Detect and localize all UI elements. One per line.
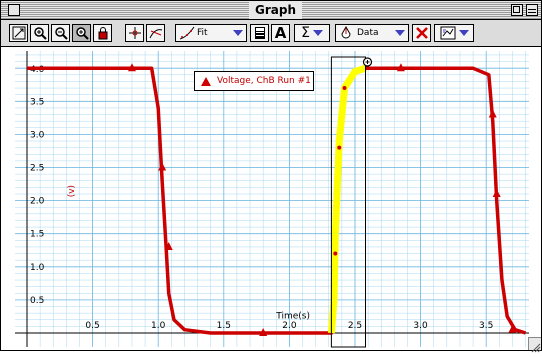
data-point-marker (488, 109, 497, 118)
title-bar[interactable]: Graph (1, 1, 541, 20)
data-label: Data (357, 28, 379, 38)
close-box[interactable] (8, 4, 20, 16)
selected-data-highlight (327, 64, 367, 334)
data-point-marker (508, 324, 517, 333)
y-tick-label: 1.5 (30, 230, 44, 240)
fit-label: Fit (197, 28, 208, 38)
y-tick-label: 1.0 (30, 263, 45, 273)
y-tick-label: 4.0 (30, 65, 45, 75)
legend-box[interactable]: Voltage, ChB Run #1 (194, 71, 314, 91)
crosshair-icon (128, 27, 141, 39)
plot-area[interactable]: 0.5 1.0 1.5 2.0 2.5 3.0 3.5 0.5 1.0 1.5 2.0 2.5 3.0 3… (1, 47, 541, 353)
y-tick-label: 3.0 (30, 130, 45, 140)
zoom-out-button[interactable] (51, 24, 70, 42)
curve-fit-icon (179, 26, 195, 40)
selection-box (330, 56, 366, 348)
tangent-icon (149, 29, 162, 39)
x-tick-label: 1.5 (217, 321, 231, 331)
triangle-marker-icon (201, 76, 211, 86)
chevron-down-icon (312, 30, 323, 36)
data-dropdown[interactable]: Data (335, 24, 409, 42)
magnifier-plus-icon (33, 27, 47, 40)
data-point-marker (259, 328, 268, 336)
zoom-in-button[interactable] (30, 24, 49, 42)
tangent-button[interactable] (146, 24, 165, 42)
x-tick-label: 0.5 (85, 321, 99, 331)
calculated-column-dropdown[interactable]: Σ (294, 24, 330, 42)
voltage-chart[interactable]: 0.5 1.0 1.5 2.0 2.5 3.0 3.5 0.5 1.0 1.5 2.0 2.5 3.0 3… (1, 47, 541, 350)
y-tick-label: 3.5 (30, 97, 44, 107)
graph-options-icon (440, 26, 455, 40)
collapse-box[interactable] (526, 4, 538, 16)
resize-grip-icon (531, 343, 541, 353)
lock-button[interactable] (93, 24, 112, 42)
legend-label: Voltage, ChB Run #1 (217, 76, 311, 86)
x-tick-label: 1.0 (151, 321, 166, 331)
lock-icon (98, 27, 107, 40)
zoom-select-button[interactable] (72, 24, 91, 42)
examine-button[interactable] (125, 24, 144, 42)
data-point-marker (164, 241, 173, 250)
data-point-marker (396, 63, 405, 72)
x-tick-label: 3.0 (413, 321, 428, 331)
selected-point (333, 251, 338, 256)
close-icon (415, 27, 428, 39)
window-title: Graph (249, 1, 302, 19)
graph-toolbar: Fit A Σ Data (1, 20, 541, 47)
graph-options-dropdown[interactable] (434, 24, 474, 42)
zoom-box[interactable] (511, 4, 523, 16)
statistics-button[interactable] (250, 24, 269, 42)
annotation-button[interactable]: A (271, 24, 290, 42)
chevron-down-icon (458, 30, 469, 36)
y-tick-label: 2.0 (30, 197, 45, 207)
y-tick-label: 2.5 (30, 164, 44, 174)
selected-point (342, 86, 347, 91)
resize-handle[interactable] (528, 337, 541, 353)
x-tick-label: 2.0 (282, 321, 297, 331)
x-tick-label: 3.5 (479, 321, 493, 331)
autoscale-icon (12, 26, 25, 40)
selected-point (337, 145, 342, 150)
chevron-down-icon (233, 30, 243, 36)
data-point-marker (492, 188, 501, 197)
y-tick-label: 0.5 (30, 296, 44, 306)
remove-button[interactable] (412, 24, 431, 42)
magnifier-minus-icon (54, 27, 68, 40)
curve-fit-dropdown[interactable]: Fit (175, 24, 247, 42)
autoscale-button[interactable] (9, 24, 28, 42)
calculator-icon (254, 27, 265, 39)
data-point-marker (127, 63, 136, 72)
x-tick-label: 2.5 (348, 321, 362, 331)
chevron-down-icon (395, 30, 405, 36)
y-axis-label: (v) (67, 185, 77, 197)
sigma-label: Σ (301, 25, 310, 41)
drop-icon (341, 26, 351, 39)
magnifier-plus-icon (75, 27, 89, 40)
data-point-marker (158, 162, 167, 171)
x-axis-label: Time(s) (275, 311, 310, 321)
